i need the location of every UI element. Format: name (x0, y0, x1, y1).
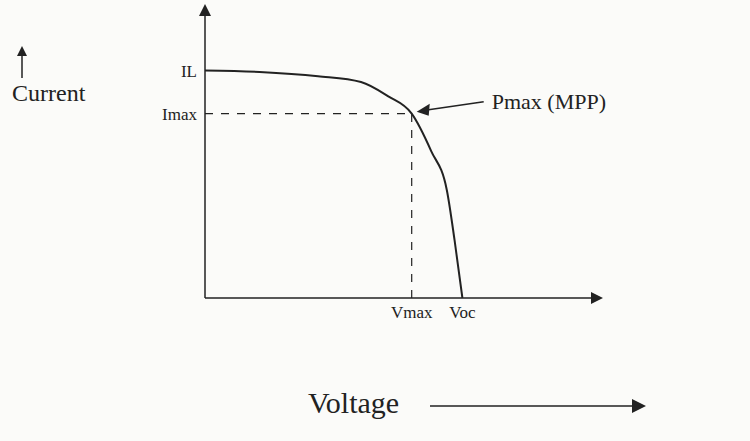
html-text:Voltage: Voltage (308, 386, 400, 419)
html-text:Current: Current (12, 80, 86, 106)
svg-text:Vmax: Vmax (391, 303, 433, 322)
svg-text:Imax: Imax (162, 105, 197, 124)
svg-text:IL: IL (181, 62, 197, 81)
svg-text:Pmax (MPP): Pmax (MPP) (492, 89, 606, 114)
svg-text:Voc: Voc (449, 303, 476, 322)
